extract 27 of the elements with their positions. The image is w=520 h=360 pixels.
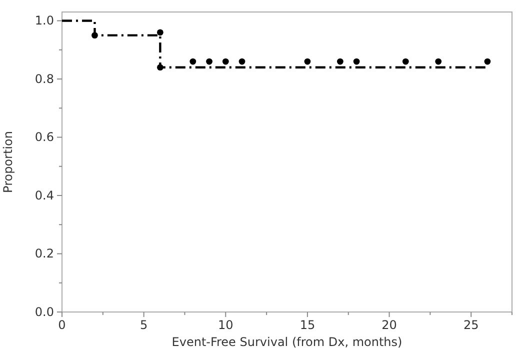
y-axis-title: Proportion — [1, 131, 15, 193]
point — [304, 58, 311, 65]
point — [92, 32, 98, 38]
x-tick-label: 20 — [382, 318, 397, 332]
point — [402, 58, 409, 65]
point — [222, 58, 229, 65]
y-tick-label: 0.2 — [34, 246, 54, 261]
x-tick-label: 10 — [218, 318, 234, 332]
point — [484, 58, 491, 65]
x-tick-label: 15 — [300, 318, 316, 332]
point — [435, 58, 442, 65]
point — [190, 58, 196, 65]
y-tick-label: 0.6 — [34, 130, 54, 144]
x-tick-label: 0 — [58, 318, 66, 332]
point — [238, 58, 246, 65]
y-tick-label: 0.4 — [34, 188, 54, 202]
x-tick-label: 5 — [140, 318, 148, 332]
point — [336, 58, 344, 65]
y-tick-label: 0.8 — [34, 72, 54, 86]
y-tick-label: 0.0 — [34, 305, 54, 319]
x-axis-title: Event-Free Survival (from Dx, months) — [172, 335, 402, 349]
point — [353, 58, 360, 65]
y-tick-label: 1.0 — [34, 14, 54, 28]
point — [206, 58, 212, 65]
point — [156, 29, 164, 36]
x-tick-label: 25 — [463, 318, 479, 332]
point — [156, 64, 164, 71]
